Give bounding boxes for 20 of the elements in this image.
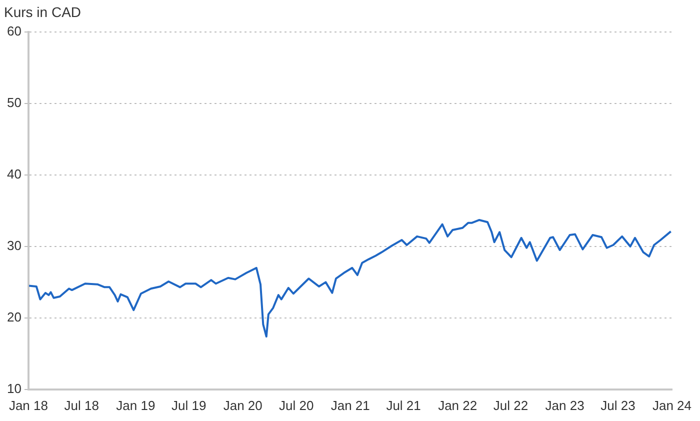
x-tick-label: Jan 24 bbox=[652, 398, 692, 413]
y-tick-label: 20 bbox=[6, 310, 22, 324]
x-tick-label: Jul 22 bbox=[493, 398, 528, 413]
x-tick-label: Jul 19 bbox=[171, 398, 206, 413]
x-tick-label: Jan 18 bbox=[8, 398, 48, 413]
x-tick-label: Jul 18 bbox=[64, 398, 99, 413]
x-tick-label: Jan 19 bbox=[116, 398, 156, 413]
x-tick-label: Jan 21 bbox=[330, 398, 370, 413]
y-axis-title: Kurs in CAD bbox=[4, 4, 82, 20]
y-tick-label: 10 bbox=[6, 380, 22, 396]
x-tick-label: Jul 23 bbox=[600, 398, 636, 413]
x-tick-label: Jul 21 bbox=[386, 398, 421, 413]
x-tick-label: Jul 20 bbox=[278, 398, 314, 413]
y-tick-label: 30 bbox=[6, 238, 22, 254]
y-tick-label: 60 bbox=[6, 24, 22, 39]
y-tick-label: 50 bbox=[6, 95, 22, 110]
x-tick-label: Jan 22 bbox=[438, 398, 478, 413]
y-tick-label: 40 bbox=[6, 166, 22, 182]
x-tick-label: Jan 20 bbox=[223, 398, 262, 413]
x-tick-label: Jan 23 bbox=[545, 398, 584, 413]
